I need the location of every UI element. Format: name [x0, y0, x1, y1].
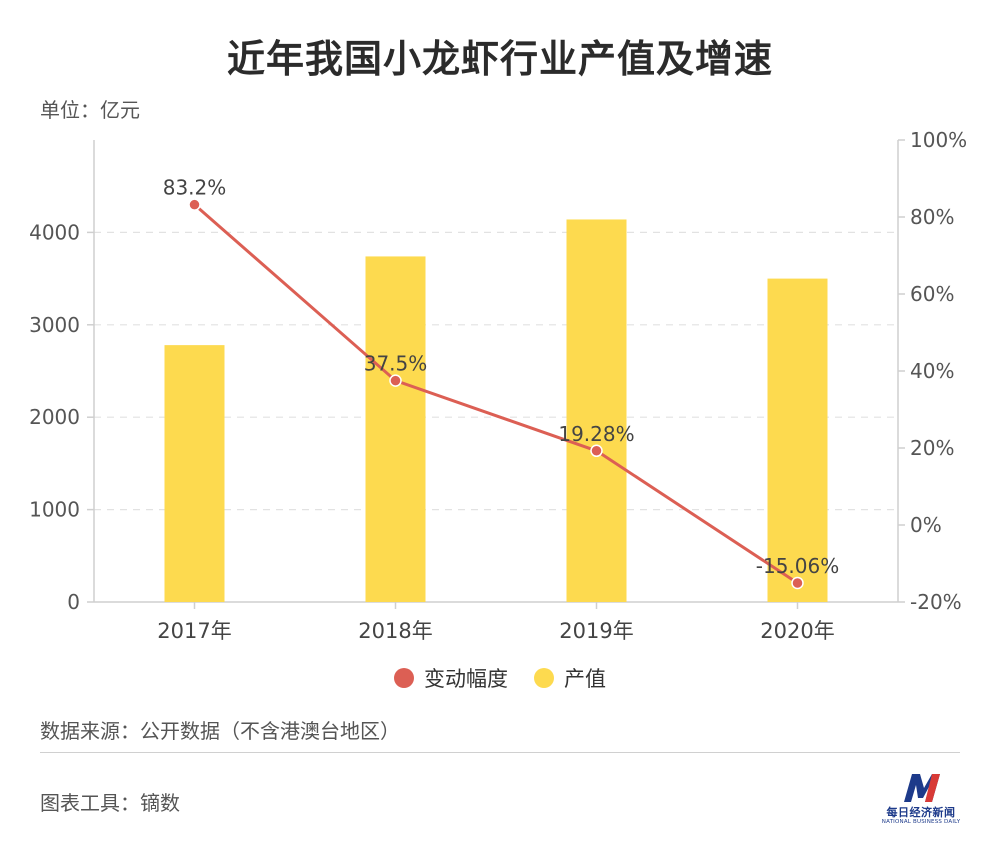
data-label: 37.5% — [364, 352, 428, 376]
legend-item-change[interactable]: 变动幅度 — [394, 663, 508, 693]
legend-swatch-output — [534, 668, 554, 688]
data-source: 数据来源：公开数据（不含港澳台地区） — [40, 719, 400, 743]
line-point — [188, 198, 201, 211]
x-tick-label: 2020年 — [760, 619, 834, 643]
y-right-tick-label: 60% — [910, 282, 954, 306]
bar — [365, 256, 426, 602]
y-right-tick-label: -20% — [910, 590, 962, 614]
y-left-tick-label: 3000 — [29, 313, 80, 337]
bar — [566, 219, 627, 603]
line-point — [791, 576, 804, 590]
logo-subtitle: NATIONAL BUSINESS DAILY — [881, 819, 961, 825]
line-point — [389, 374, 402, 387]
x-tick-label: 2018年 — [358, 619, 432, 643]
y-right-tick-label: 40% — [910, 359, 954, 383]
line-point — [590, 444, 603, 458]
x-tick-label: 2019年 — [559, 619, 633, 643]
legend-item-output[interactable]: 产值 — [534, 663, 606, 693]
x-tick-label: 2017年 — [157, 619, 231, 643]
bar — [164, 345, 225, 602]
bar — [767, 278, 828, 602]
chart-tool: 图表工具：镝数 — [40, 791, 180, 815]
chart-title: 近年我国小龙虾行业产值及增速 — [226, 37, 773, 81]
y-left-tick-label: 1000 — [29, 498, 80, 522]
y-right-tick-label: 0% — [910, 513, 942, 537]
y-left-tick-label: 2000 — [29, 405, 80, 429]
y-left-tick-label: 0 — [67, 590, 80, 614]
logo-mark-icon — [904, 774, 940, 802]
data-label: -15.06% — [756, 554, 839, 578]
logo-name: 每日经济新闻 — [886, 806, 956, 819]
divider — [40, 752, 960, 753]
y-right-tick-label: 100% — [910, 128, 967, 152]
y-right-tick-label: 20% — [910, 436, 954, 460]
y-left-tick-label: 4000 — [29, 220, 80, 244]
legend-label-change: 变动幅度 — [424, 667, 508, 691]
data-label: 83.2% — [163, 176, 227, 200]
legend: 变动幅度 产值 — [0, 663, 1000, 693]
publisher-logo: 每日经济新闻 NATIONAL BUSINESS DAILY — [880, 770, 962, 830]
unit-label: 单位：亿元 — [40, 98, 140, 122]
data-label: 19.28% — [558, 422, 634, 446]
y-right-tick-label: 80% — [910, 205, 954, 229]
line-series-change — [193, 203, 799, 585]
chart-canvas: 0 1000 2000 3000 4000 -20% 0% 20% 40% 60% 80% 100% 2… — [29, 128, 967, 643]
legend-label-output: 产值 — [564, 667, 606, 691]
legend-swatch-change — [394, 668, 414, 688]
